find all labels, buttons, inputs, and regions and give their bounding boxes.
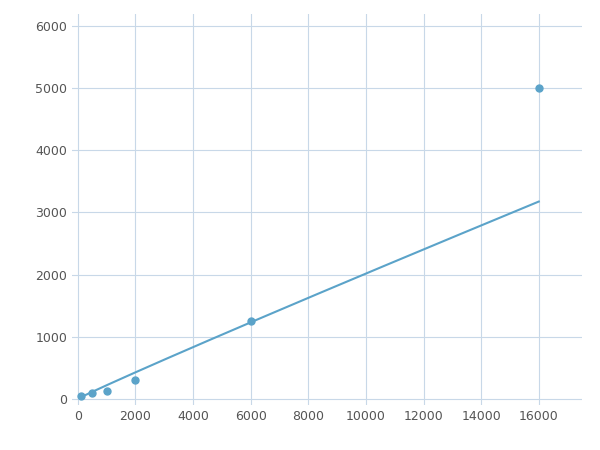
- Point: [246, 318, 256, 325]
- Point: [88, 389, 97, 396]
- Point: [534, 85, 544, 92]
- Point: [77, 392, 86, 399]
- Point: [131, 377, 140, 384]
- Point: [102, 387, 112, 395]
